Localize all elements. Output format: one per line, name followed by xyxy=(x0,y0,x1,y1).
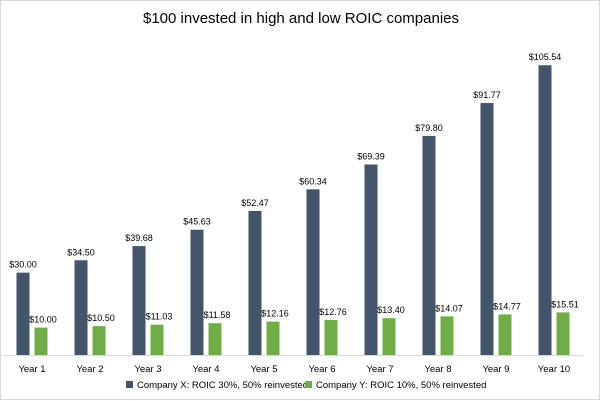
data-label-company-y-6: $12.76 xyxy=(319,307,347,317)
data-label-company-x-8: $79.80 xyxy=(415,123,443,133)
bar-company-y-9 xyxy=(498,314,512,355)
bar-company-y-1 xyxy=(34,327,48,355)
data-label-company-x-1: $30.00 xyxy=(9,260,37,270)
x-tick-label-6: Year 6 xyxy=(308,364,335,375)
bar-company-y-6 xyxy=(324,319,338,355)
bar-company-x-9 xyxy=(480,103,494,355)
data-label-company-x-9: $91.77 xyxy=(473,90,501,100)
plot-area: $30.00 $10.00 Year 1 $34.50 $10.50 Year 2 $39.… xyxy=(3,52,583,375)
legend-label-company-y: Company Y: ROIC 10%, 50% reinvested xyxy=(316,380,486,391)
bar-company-x-7 xyxy=(364,164,378,355)
x-tick-label-1: Year 1 xyxy=(18,364,45,375)
bar-company-x-6 xyxy=(306,189,320,355)
chart-title: $100 invested in high and low ROIC compa… xyxy=(143,10,459,27)
x-tick-label-4: Year 4 xyxy=(192,364,219,375)
bar-company-y-7 xyxy=(382,318,396,355)
bar-company-x-8 xyxy=(422,135,436,355)
legend-swatch-company-x xyxy=(126,381,133,388)
bar-company-y-8 xyxy=(440,316,454,355)
bar-company-x-2 xyxy=(74,260,88,355)
bar-company-x-1 xyxy=(16,272,30,355)
x-tick-label-9: Year 9 xyxy=(482,364,509,375)
x-tick-label-3: Year 3 xyxy=(134,364,161,375)
data-label-company-y-10: $15.51 xyxy=(551,299,579,309)
x-tick-label-2: Year 2 xyxy=(76,364,103,375)
bar-company-y-5 xyxy=(266,321,280,355)
bar-company-y-2 xyxy=(92,326,106,355)
data-label-company-x-2: $34.50 xyxy=(67,247,95,257)
legend-label-company-x: Company X: ROIC 30%, 50% reinvested xyxy=(137,380,308,391)
x-tick-label-5: Year 5 xyxy=(250,364,277,375)
data-label-company-x-4: $45.63 xyxy=(183,217,211,227)
data-label-company-x-10: $105.54 xyxy=(529,52,562,62)
legend: Company X: ROIC 30%, 50% reinvested Comp… xyxy=(126,380,486,391)
data-label-company-y-1: $10.00 xyxy=(29,315,57,325)
bar-company-x-3 xyxy=(132,246,146,355)
data-label-company-x-6: $60.34 xyxy=(299,176,327,186)
x-tick-label-8: Year 8 xyxy=(424,364,451,375)
data-label-company-y-8: $14.07 xyxy=(435,303,463,313)
data-label-company-y-7: $13.40 xyxy=(377,305,405,315)
bar-company-y-10 xyxy=(556,312,570,355)
x-tick-label-7: Year 7 xyxy=(366,364,393,375)
data-label-company-y-3: $11.03 xyxy=(146,312,173,322)
bar-company-x-5 xyxy=(248,210,262,355)
data-label-company-y-9: $14.77 xyxy=(493,301,521,311)
bar-company-y-4 xyxy=(208,323,222,355)
bar-company-x-10 xyxy=(538,65,552,356)
bar-company-y-3 xyxy=(150,324,164,355)
x-tick-label-10: Year 10 xyxy=(538,364,570,375)
data-label-company-y-5: $12.16 xyxy=(261,309,289,319)
data-label-company-y-4: $11.58 xyxy=(204,310,231,320)
data-label-company-x-5: $52.47 xyxy=(241,198,269,208)
data-label-company-x-7: $69.39 xyxy=(357,151,385,161)
data-label-company-y-2: $10.50 xyxy=(87,313,115,323)
data-label-company-x-3: $39.68 xyxy=(125,233,153,243)
legend-swatch-company-y xyxy=(305,381,312,388)
bar-company-x-4 xyxy=(190,229,204,355)
